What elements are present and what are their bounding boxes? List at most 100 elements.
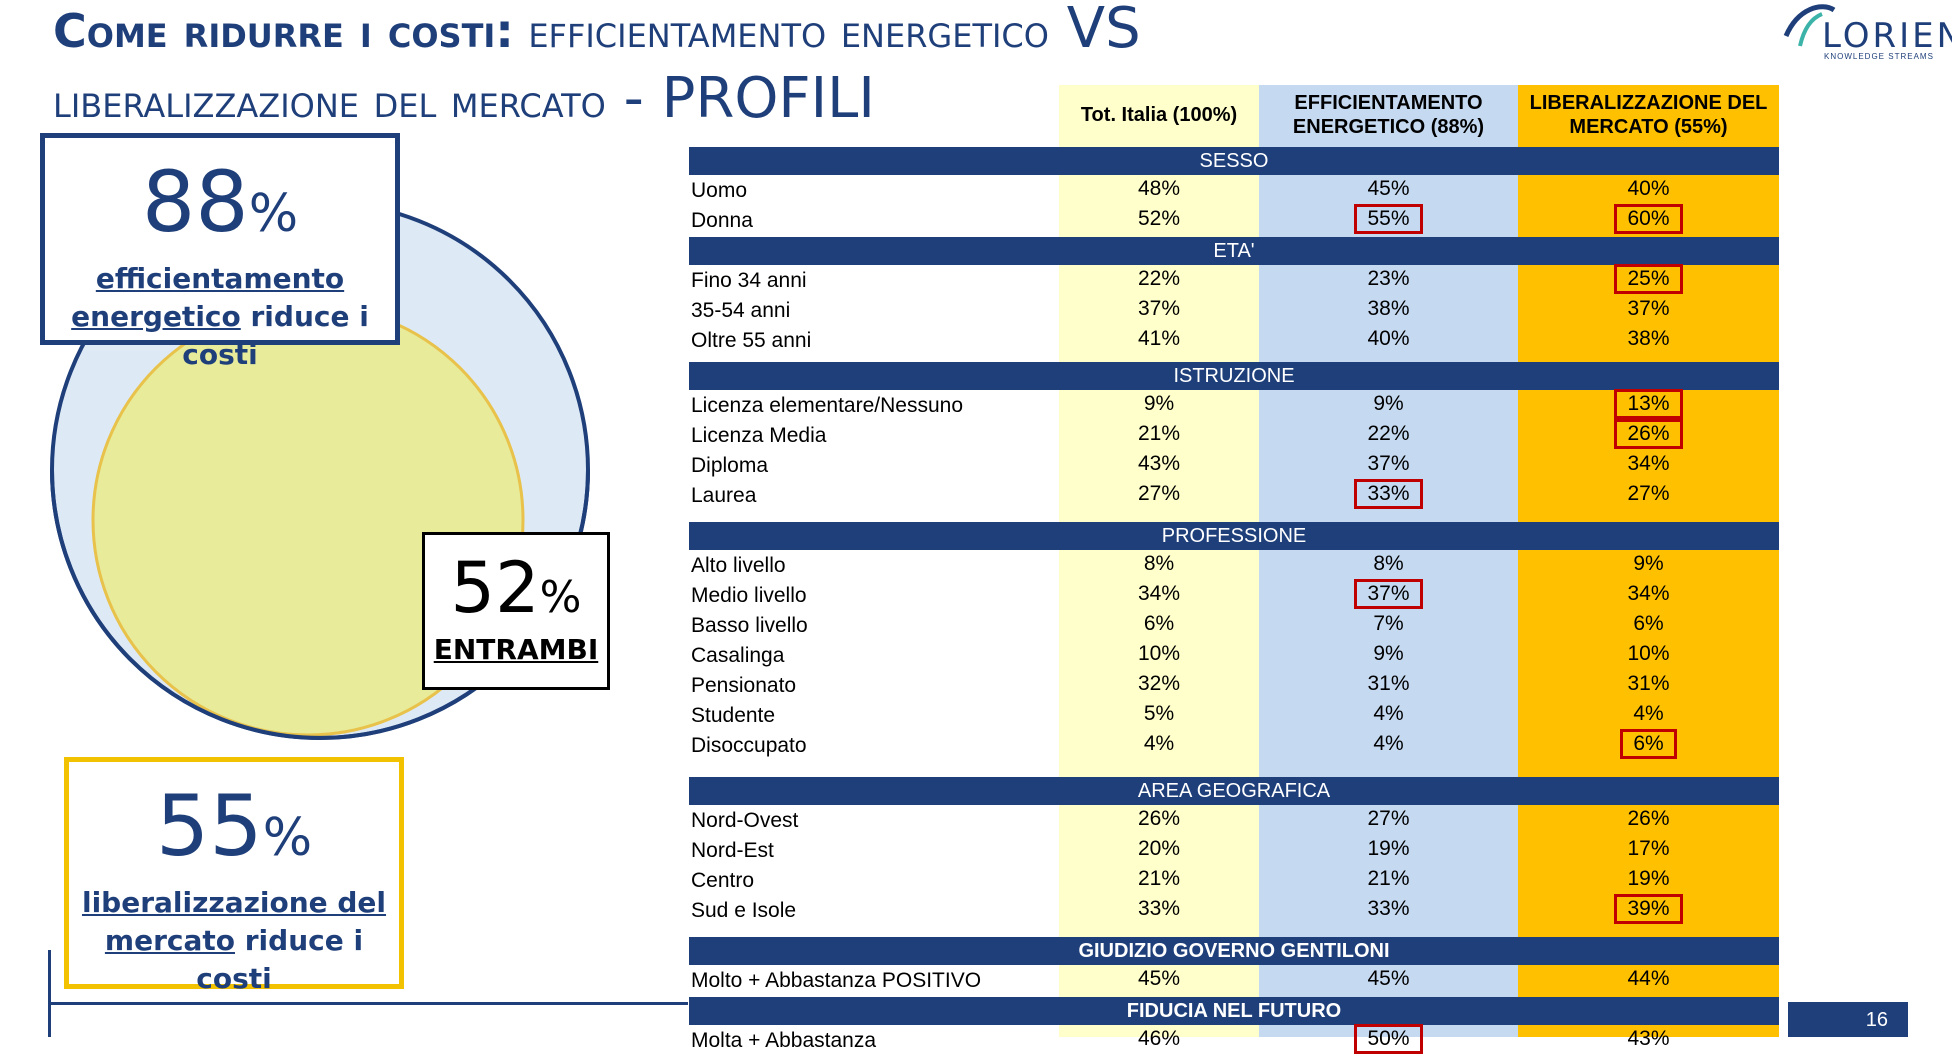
row-label: Basso livello [691, 614, 808, 637]
table-row: Basso livello 6% 7% 6% [689, 612, 1779, 642]
cell-eff: 33% [1367, 897, 1410, 920]
cell-tot: 20% [1137, 837, 1181, 860]
market-pct: 55% [155, 777, 313, 875]
cell-eff: 40% [1367, 327, 1410, 350]
cell-eff: 45% [1367, 177, 1410, 200]
table-row: Nord-Ovest 26% 27% 26% [689, 807, 1779, 837]
title-bold: Come ridurre i costi: [53, 4, 514, 58]
logo-tagline: KNOWLEDGE STREAMS [1824, 52, 1934, 61]
cell-eff: 8% [1373, 552, 1404, 575]
cell-eff: 33% [1354, 479, 1423, 509]
table-row: Centro 21% 21% 19% [689, 867, 1779, 897]
header-eff: EFFICIENTAMENTO ENERGETICO (88%) [1292, 92, 1485, 138]
row-label: 35-54 anni [691, 299, 791, 322]
cell-eff: 7% [1373, 612, 1404, 635]
header-tot: Tot. Italia (100%) [1080, 104, 1238, 126]
cell-lib: 44% [1627, 967, 1670, 990]
row-label: Medio livello [691, 584, 807, 607]
cell-lib: 34% [1627, 452, 1670, 475]
table-row: Laurea 27% 33% 27% [689, 479, 1779, 512]
table-row: Licenza elementare/Nessuno 9% 9% 13% [689, 389, 1779, 422]
page-number-box: 16 [1788, 1002, 1908, 1037]
cell-lib: 6% [1620, 729, 1677, 759]
slide-title-line-2: liberalizzazione del mercato - PROFILI [53, 66, 875, 131]
cell-eff: 37% [1367, 452, 1410, 475]
cell-lib: 26% [1614, 419, 1683, 449]
row-label: Nord-Ovest [691, 809, 799, 832]
cell-tot: 37% [1137, 297, 1181, 320]
table-row: Licenza Media 21% 22% 26% [689, 419, 1779, 452]
cell-tot: 45% [1137, 967, 1181, 990]
cell-lib: 38% [1627, 327, 1670, 350]
section-header: ISTRUZIONE [689, 362, 1779, 390]
cell-lib: 27% [1627, 482, 1670, 505]
cell-lib: 31% [1627, 672, 1670, 695]
cell-tot: 4% [1143, 732, 1175, 755]
cell-tot: 6% [1143, 612, 1175, 635]
cell-tot: 48% [1137, 177, 1181, 200]
cell-tot: 32% [1137, 672, 1181, 695]
lorien-logo: LORIEN KNOWLEDGE STREAMS [1778, 0, 1952, 70]
cell-tot: 46% [1137, 1027, 1181, 1050]
cell-lib: 4% [1633, 702, 1664, 725]
footer-vertical-line [48, 950, 51, 1037]
cell-tot: 8% [1143, 552, 1175, 575]
cell-tot: 27% [1137, 482, 1181, 505]
cell-eff: 45% [1367, 967, 1410, 990]
cell-eff: 21% [1367, 867, 1410, 890]
market-stat-box: 55% liberalizzazione del mercato riduce i… [64, 757, 404, 995]
section-header: FIDUCIA NEL FUTURO [689, 997, 1779, 1025]
row-label: Sud e Isole [691, 899, 797, 922]
section-header: SESSO [689, 147, 1779, 175]
cell-eff: 4% [1373, 732, 1404, 755]
cell-lib: 26% [1627, 807, 1670, 830]
title-dash: - [605, 66, 662, 131]
cell-lib: 6% [1633, 612, 1664, 635]
cell-eff: 50% [1354, 1024, 1423, 1054]
title-vs: VS [1048, 0, 1141, 61]
row-label: Molta + Abbastanza [691, 1029, 877, 1052]
title-rest: efficientamento energetico [513, 4, 1049, 58]
row-label: Alto livello [691, 554, 786, 577]
cell-eff: 31% [1367, 672, 1410, 695]
table-row: Molto + Abbastanza POSITIVO 45% 45% 44% [689, 967, 1779, 997]
cell-eff: 55% [1354, 204, 1423, 234]
footer-line [48, 1002, 688, 1005]
table-row: Uomo 48% 45% 40% [689, 177, 1779, 207]
cell-eff: 38% [1367, 297, 1410, 320]
energy-stat-box: 88% efficientamento energetico riduce i c… [40, 133, 400, 371]
cell-lib: 25% [1614, 264, 1683, 294]
cell-tot: 26% [1137, 807, 1181, 830]
market-caption: liberalizzazione del mercato riduce i cos… [81, 886, 387, 995]
cell-lib: 40% [1627, 177, 1670, 200]
energy-caption: efficientamento energetico riduce i costi [71, 262, 369, 371]
row-label: Nord-Est [691, 839, 774, 862]
row-label: Fino 34 anni [691, 269, 807, 292]
table-row: Studente 5% 4% 4% [689, 702, 1779, 732]
table-row: Nord-Est 20% 19% 17% [689, 837, 1779, 867]
row-label: Disoccupato [691, 734, 807, 757]
row-label: Licenza elementare/Nessuno [691, 394, 963, 417]
cell-tot: 43% [1137, 452, 1181, 475]
cell-tot: 34% [1137, 582, 1181, 605]
table-row: Molta + Abbastanza 46% 50% 43% [689, 1024, 1779, 1057]
row-label: Casalinga [691, 644, 785, 667]
row-label: Uomo [691, 179, 748, 202]
table-row: Medio livello 34% 37% 34% [689, 579, 1779, 612]
cell-lib: 13% [1614, 389, 1683, 419]
table-row: Fino 34 anni 22% 23% 25% [689, 264, 1779, 297]
cell-tot: 33% [1137, 897, 1181, 920]
table-row: Casalinga 10% 9% 10% [689, 642, 1779, 672]
logo-word: LORIEN [1822, 16, 1952, 56]
row-label: Pensionato [691, 674, 797, 697]
cell-lib: 17% [1627, 837, 1670, 860]
both-stat-box: 52% ENTRAMBI [422, 532, 610, 690]
table-row: Pensionato 32% 31% 31% [689, 672, 1779, 702]
cell-tot: 52% [1137, 207, 1181, 230]
cell-tot: 41% [1137, 327, 1181, 350]
slide-title-line-1: Come ridurre i costi: efficientamento en… [53, 0, 1141, 61]
row-label: Diploma [691, 454, 769, 477]
both-label: ENTRAMBI [433, 633, 599, 666]
cell-lib: 34% [1627, 582, 1670, 605]
cell-lib: 19% [1627, 867, 1670, 890]
